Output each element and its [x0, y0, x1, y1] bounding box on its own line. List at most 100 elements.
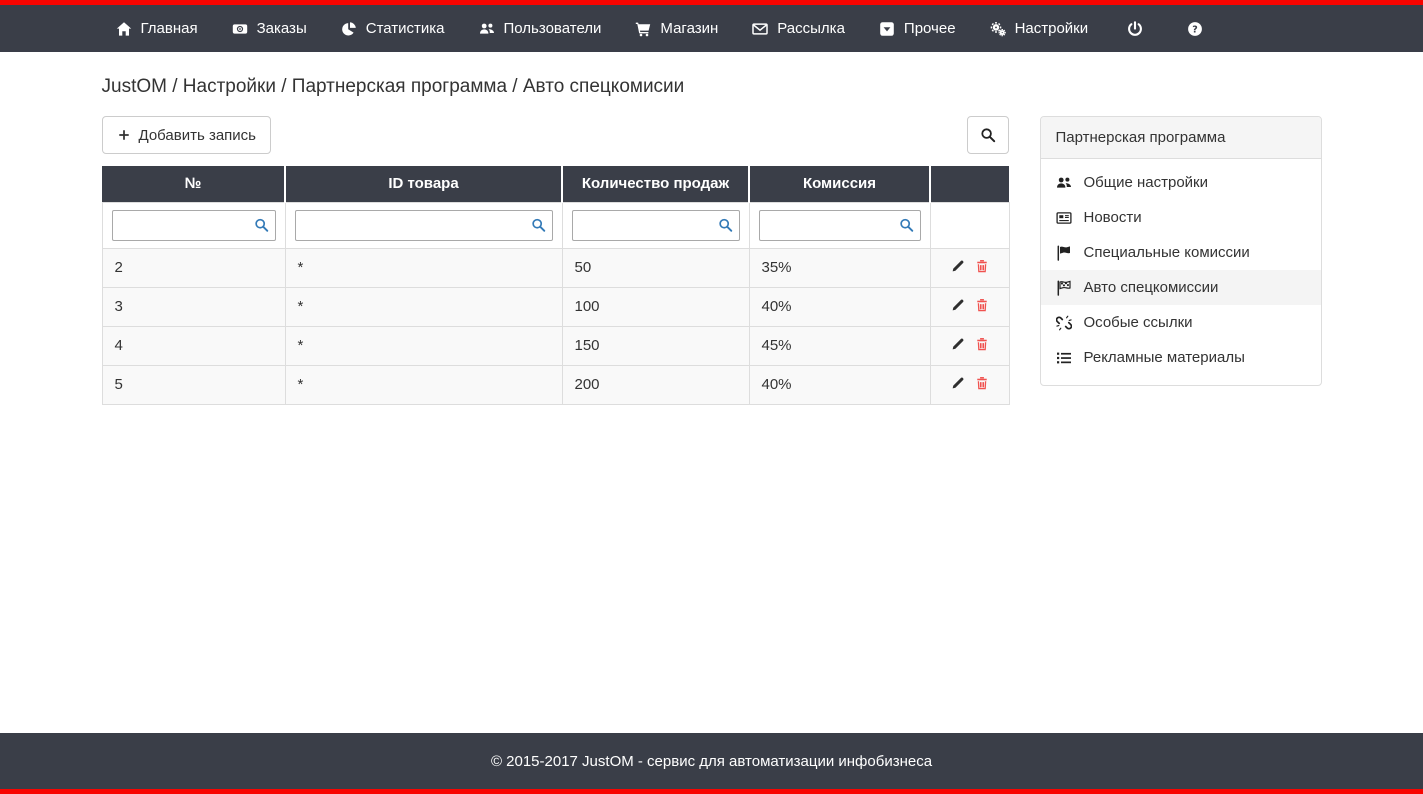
trash-icon: [975, 259, 989, 273]
content-column: Добавить запись № ID: [101, 116, 1010, 405]
nav-item-home[interactable]: Главная: [99, 5, 215, 52]
sidebar-item-label: Специальные комиссии: [1083, 244, 1250, 261]
footer: © 2015-2017 JustOM - сервис для автомати…: [0, 733, 1423, 789]
flag-icon: [1056, 245, 1072, 261]
cell-commission: 40%: [748, 286, 931, 327]
nav-item-statistics[interactable]: Статистика: [324, 5, 462, 52]
commissions-table: № ID товара Количество продаж Комиссия: [101, 166, 1010, 405]
cell-product-id: *: [284, 247, 563, 288]
newspaper-icon: [1055, 210, 1072, 226]
footer-copyright: © 2015-2017 JustOM - сервис для автомати…: [490, 753, 933, 770]
trash-icon: [975, 376, 989, 390]
money-bill-icon: [232, 21, 248, 37]
plus-icon: [117, 128, 131, 142]
pencil-icon: [951, 337, 965, 351]
logout-button[interactable]: [1105, 5, 1165, 52]
nav-item-label: Магазин: [660, 20, 719, 37]
sidebar-item-label: Особые ссылки: [1083, 314, 1193, 331]
delete-row-button[interactable]: [975, 298, 989, 312]
nav-item-other[interactable]: Прочее: [862, 5, 973, 52]
cell-commission: 45%: [748, 325, 931, 366]
nav-item-label: Прочее: [903, 20, 956, 37]
edit-row-button[interactable]: [951, 337, 965, 351]
edit-row-button[interactable]: [951, 259, 965, 273]
users-icon: [479, 21, 495, 37]
cell-sales-count: 100: [561, 286, 750, 327]
cell-num: 5: [101, 364, 286, 405]
search-toggle-button[interactable]: [966, 116, 1009, 154]
table-row: 2 * 50 35%: [101, 247, 1010, 288]
search-icon: [980, 127, 996, 143]
cell-product-id: *: [284, 325, 563, 366]
nav-item-label: Пользователи: [503, 20, 602, 37]
main-container: JustOM / Настройки / Партнерская програм…: [101, 52, 1322, 733]
table-row: 5 * 200 40%: [101, 364, 1010, 405]
sidebar-item-label: Новости: [1083, 209, 1142, 226]
sidebar-item-label: Общие настройки: [1083, 174, 1209, 191]
settings-sidebar: Партнерская программа Общие настройки Но…: [1039, 116, 1322, 386]
column-header-num: №: [102, 166, 286, 202]
nav-item-orders[interactable]: Заказы: [215, 5, 324, 52]
filter-product-id-input[interactable]: [294, 209, 553, 241]
sidebar-item-general-settings[interactable]: Общие настройки: [1041, 165, 1321, 200]
filter-row: [101, 201, 1010, 249]
cell-sales-count: 150: [561, 325, 750, 366]
nav-item-users[interactable]: Пользователи: [462, 5, 619, 52]
delete-row-button[interactable]: [975, 337, 989, 351]
top-accent-strip: [0, 0, 1423, 5]
pencil-icon: [951, 298, 965, 312]
cell-product-id: *: [284, 364, 563, 405]
edit-row-button[interactable]: [951, 298, 965, 312]
breadcrumb: JustOM / Настройки / Партнерская програм…: [101, 76, 685, 97]
sidebar-item-special-commissions[interactable]: Специальные комиссии: [1041, 235, 1321, 270]
help-button[interactable]: ?: [1165, 5, 1225, 52]
envelope-icon: [752, 21, 769, 37]
nav-item-label: Главная: [140, 20, 198, 37]
add-record-label: Добавить запись: [138, 126, 257, 144]
delete-row-button[interactable]: [975, 376, 989, 390]
sidebar-item-label: Рекламные материалы: [1083, 349, 1245, 366]
cell-commission: 35%: [748, 247, 931, 288]
cell-commission: 40%: [748, 364, 931, 405]
edit-row-button[interactable]: [951, 376, 965, 390]
nav-item-label: Настройки: [1014, 20, 1089, 37]
add-record-button[interactable]: Добавить запись: [101, 116, 271, 154]
sidebar-item-auto-commissions[interactable]: Авто спецкомиссии: [1040, 270, 1321, 305]
question-circle-icon: ?: [1187, 21, 1203, 37]
sidebar-item-label: Авто спецкомиссии: [1083, 279, 1219, 296]
sidebar-item-special-links[interactable]: Особые ссылки: [1041, 305, 1321, 340]
nav-item-mailing[interactable]: Рассылка: [735, 5, 862, 52]
cell-sales-count: 50: [561, 247, 750, 288]
cell-num: 3: [101, 286, 286, 327]
cell-num: 4: [101, 325, 286, 366]
shopping-cart-icon: [635, 21, 651, 37]
column-header-commission: Комиссия: [749, 166, 931, 202]
nav-item-shop[interactable]: Магазин: [618, 5, 735, 52]
delete-row-button[interactable]: [975, 259, 989, 273]
cell-num: 2: [101, 247, 286, 288]
filter-sales-count-input[interactable]: [571, 209, 740, 241]
chain-broken-icon: [1055, 315, 1072, 331]
filter-num-input[interactable]: [111, 209, 276, 241]
cell-sales-count: 200: [561, 364, 750, 405]
trash-icon: [975, 298, 989, 312]
pencil-icon: [951, 259, 965, 273]
nav-item-settings[interactable]: Настройки: [973, 5, 1106, 52]
column-header-product-id: ID товара: [285, 166, 563, 202]
nav-item-label: Статистика: [365, 20, 445, 37]
filter-commission-input[interactable]: [758, 209, 921, 241]
sidebar-item-news[interactable]: Новости: [1041, 200, 1321, 235]
filter-actions-empty-cell: [929, 201, 1010, 249]
svg-text:?: ?: [1192, 24, 1198, 35]
nav-item-label: Заказы: [256, 20, 307, 37]
pie-chart-icon: [341, 21, 357, 37]
nav-item-label: Рассылка: [777, 20, 845, 37]
pencil-icon: [951, 376, 965, 390]
sidebar-item-promo-materials[interactable]: Рекламные материалы: [1041, 340, 1321, 375]
sidebar-title: Партнерская программа: [1040, 117, 1321, 159]
gears-icon: [990, 21, 1006, 37]
toolbar: Добавить запись: [101, 116, 1009, 154]
power-icon: [1127, 20, 1143, 37]
bottom-accent-strip: [0, 789, 1423, 794]
